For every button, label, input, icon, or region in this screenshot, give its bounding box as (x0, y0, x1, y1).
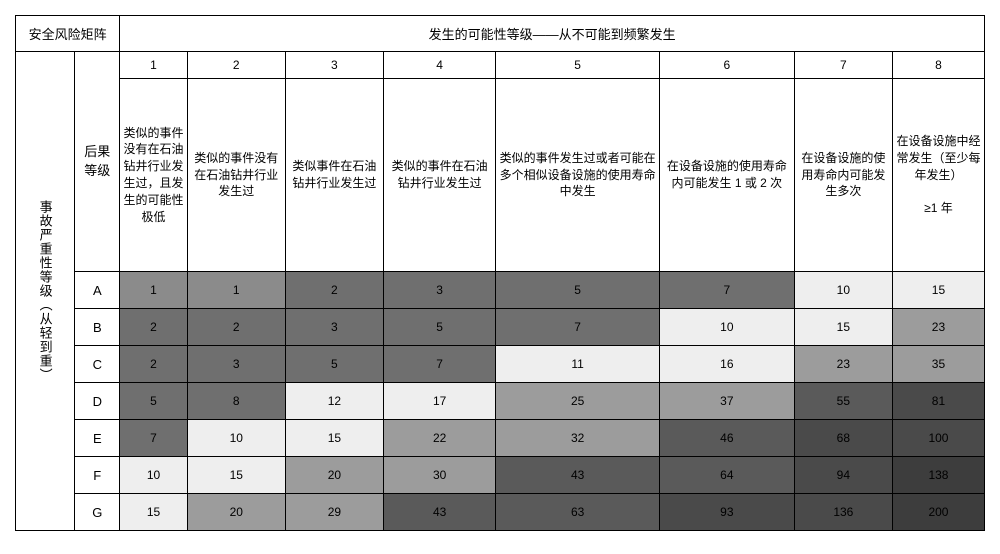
cell-D-8: 81 (892, 383, 984, 420)
cell-F-4: 30 (383, 457, 495, 494)
cell-G-3: 29 (285, 494, 383, 531)
cell-C-4: 7 (383, 346, 495, 383)
cell-B-8: 23 (892, 309, 984, 346)
cell-A-8: 15 (892, 272, 984, 309)
risk-matrix-table: 安全风险矩阵发生的可能性等级——从不可能到频繁发生事故严重性等级（从轻到重）后果… (15, 15, 985, 531)
cell-G-2: 20 (187, 494, 285, 531)
col-num-5: 5 (496, 52, 660, 79)
cell-B-1: 2 (120, 309, 187, 346)
cell-B-2: 2 (187, 309, 285, 346)
matrix-title: 安全风险矩阵 (16, 16, 120, 52)
cell-B-7: 15 (794, 309, 892, 346)
cell-C-6: 16 (659, 346, 794, 383)
cell-D-3: 12 (285, 383, 383, 420)
consequence-label: 后果等级 (75, 52, 120, 272)
cell-C-7: 23 (794, 346, 892, 383)
col-num-1: 1 (120, 52, 187, 79)
col-num-7: 7 (794, 52, 892, 79)
col-desc-6: 在设备设施的使用寿命内可能发生 1 或 2 次 (659, 79, 794, 272)
cell-F-5: 43 (496, 457, 660, 494)
col-desc-3: 类似事件在石油钻井行业发生过 (285, 79, 383, 272)
cell-A-2: 1 (187, 272, 285, 309)
row-label-A: A (75, 272, 120, 309)
row-label-F: F (75, 457, 120, 494)
cell-G-1: 15 (120, 494, 187, 531)
cell-E-6: 46 (659, 420, 794, 457)
cell-C-8: 35 (892, 346, 984, 383)
cell-A-4: 3 (383, 272, 495, 309)
col-desc-8: 在设备设施中经常发生（至少每年发生） ≥1 年 (892, 79, 984, 272)
cell-B-3: 3 (285, 309, 383, 346)
col-num-2: 2 (187, 52, 285, 79)
cell-E-4: 22 (383, 420, 495, 457)
row-label-G: G (75, 494, 120, 531)
cell-D-2: 8 (187, 383, 285, 420)
cell-D-6: 37 (659, 383, 794, 420)
col-num-4: 4 (383, 52, 495, 79)
col-desc-1: 类似的事件没有在石油钻井行业发生过，且发生的可能性极低 (120, 79, 187, 272)
cell-G-6: 93 (659, 494, 794, 531)
cell-F-8: 138 (892, 457, 984, 494)
row-label-B: B (75, 309, 120, 346)
col-desc-4: 类似的事件在石油钻井行业发生过 (383, 79, 495, 272)
cell-G-7: 136 (794, 494, 892, 531)
cell-C-2: 3 (187, 346, 285, 383)
cell-C-3: 5 (285, 346, 383, 383)
cell-E-2: 10 (187, 420, 285, 457)
cell-A-7: 10 (794, 272, 892, 309)
row-label-D: D (75, 383, 120, 420)
row-label-E: E (75, 420, 120, 457)
cell-D-1: 5 (120, 383, 187, 420)
col-desc-2: 类似的事件没有在石油钻井行业发生过 (187, 79, 285, 272)
cell-C-1: 2 (120, 346, 187, 383)
col-num-6: 6 (659, 52, 794, 79)
col-num-3: 3 (285, 52, 383, 79)
cell-E-1: 7 (120, 420, 187, 457)
cell-B-6: 10 (659, 309, 794, 346)
cell-E-3: 15 (285, 420, 383, 457)
cell-A-6: 7 (659, 272, 794, 309)
probability-header: 发生的可能性等级——从不可能到频繁发生 (120, 16, 985, 52)
col-desc-5: 类似的事件发生过或者可能在多个相似设备设施的使用寿命中发生 (496, 79, 660, 272)
cell-F-7: 94 (794, 457, 892, 494)
cell-G-5: 63 (496, 494, 660, 531)
cell-G-4: 43 (383, 494, 495, 531)
cell-A-1: 1 (120, 272, 187, 309)
cell-F-6: 64 (659, 457, 794, 494)
cell-F-1: 10 (120, 457, 187, 494)
cell-D-4: 17 (383, 383, 495, 420)
cell-A-3: 2 (285, 272, 383, 309)
cell-G-8: 200 (892, 494, 984, 531)
col-num-8: 8 (892, 52, 984, 79)
cell-F-3: 20 (285, 457, 383, 494)
cell-E-8: 100 (892, 420, 984, 457)
cell-E-7: 68 (794, 420, 892, 457)
row-label-C: C (75, 346, 120, 383)
cell-D-7: 55 (794, 383, 892, 420)
cell-F-2: 15 (187, 457, 285, 494)
cell-C-5: 11 (496, 346, 660, 383)
severity-header: 事故严重性等级（从轻到重） (16, 52, 75, 531)
cell-D-5: 25 (496, 383, 660, 420)
cell-B-5: 7 (496, 309, 660, 346)
col-desc-7: 在设备设施的使用寿命内可能发生多次 (794, 79, 892, 272)
cell-E-5: 32 (496, 420, 660, 457)
cell-A-5: 5 (496, 272, 660, 309)
cell-B-4: 5 (383, 309, 495, 346)
